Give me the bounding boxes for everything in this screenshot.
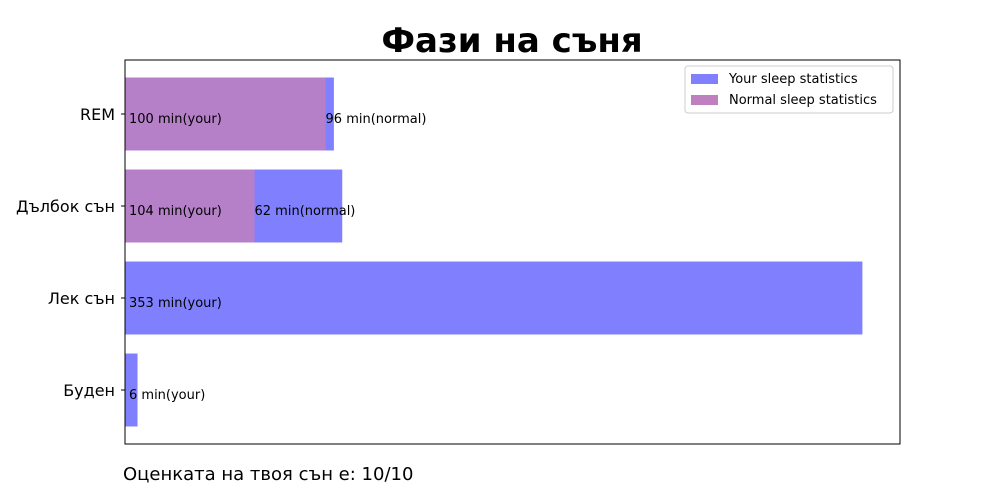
- data-label-normal-1: 62 min(normal): [255, 204, 356, 219]
- chart-title: Фази на съня: [381, 21, 642, 61]
- data-label-your-3: 6 min(your): [129, 388, 205, 403]
- bar-normal-1: [125, 169, 255, 243]
- legend-label-0: Your sleep statistics: [728, 72, 858, 87]
- data-labels-layer: 100 min(your) 104 min(your) 353 min(your) 6…: [129, 112, 426, 403]
- bar-your-2: [125, 261, 863, 335]
- legend-swatch-1: [691, 95, 718, 105]
- data-label-your-1: 104 min(your): [129, 204, 222, 219]
- y-tick-label-0: REM: [80, 105, 115, 124]
- plot-area-frame: [124, 59, 901, 445]
- y-tick-label-3: Буден: [63, 381, 115, 400]
- sleep-score-text: Оценката на твоя сън е: 10/10: [123, 464, 414, 485]
- bar-your-3: [125, 353, 138, 427]
- bars-layer: [125, 77, 863, 427]
- axis-layer: REM Дълбок сън Лек сън Буден: [16, 105, 125, 400]
- legend: Your sleep statistics Normal sleep statis…: [684, 65, 894, 114]
- data-label-your-2: 353 min(your): [129, 296, 222, 311]
- legend-label-1: Normal sleep statistics: [729, 93, 877, 108]
- data-label-your-0: 100 min(your): [129, 112, 222, 127]
- bar-normal-0: [125, 77, 326, 151]
- y-tick-label-2: Лек сън: [48, 289, 115, 308]
- legend-swatch-0: [691, 74, 718, 84]
- y-tick-label-1: Дълбок сън: [16, 197, 115, 216]
- legend-box: [684, 65, 894, 114]
- data-label-normal-0: 96 min(normal): [326, 112, 427, 127]
